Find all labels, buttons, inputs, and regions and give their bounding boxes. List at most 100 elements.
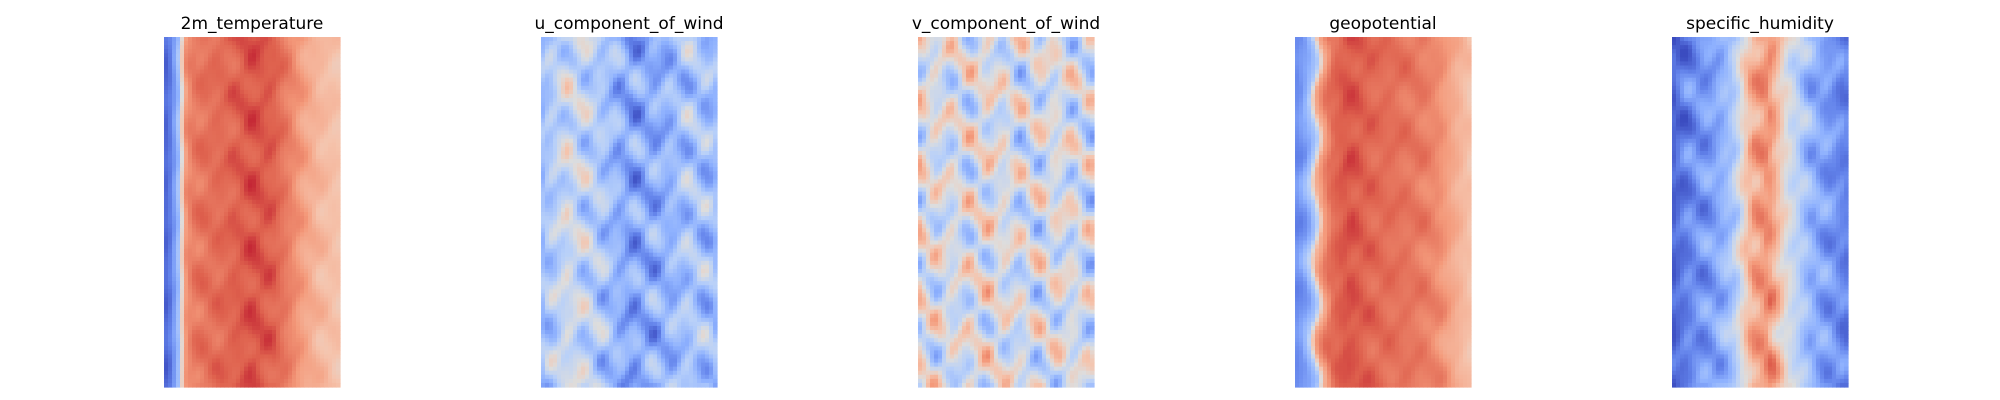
heatmap-cell [272, 171, 277, 176]
heatmap-cell [272, 252, 277, 258]
heatmap-cell [244, 203, 249, 209]
heatmap-cell [188, 175, 193, 181]
heatmap-cell [653, 37, 658, 42]
heatmap-cell [260, 273, 265, 278]
heatmap-cell [284, 85, 289, 91]
heatmap-cell [228, 362, 233, 368]
heatmap-cell [196, 207, 201, 213]
heatmap-cell [180, 69, 185, 75]
heatmap-cell [328, 277, 333, 282]
heatmap-cell [549, 45, 554, 50]
heatmap-cell [204, 122, 209, 128]
heatmap-cell [184, 69, 189, 75]
heatmap-cell [328, 374, 333, 380]
heatmap-cell [268, 57, 273, 63]
heatmap-cell [693, 41, 698, 46]
heatmap-cell [220, 89, 225, 95]
heatmap-cell [569, 130, 574, 136]
heatmap-cell [216, 49, 221, 54]
heatmap-cell [601, 93, 606, 99]
heatmap-cell [324, 110, 329, 115]
heatmap-cell [248, 289, 253, 294]
heatmap-cell [288, 130, 293, 136]
heatmap-cell [240, 159, 245, 164]
heatmap-cell [593, 106, 598, 111]
heatmap-cell [621, 61, 626, 67]
heatmap-cell [256, 102, 261, 107]
heatmap-cell [224, 252, 229, 258]
heatmap-cell [585, 110, 590, 115]
heatmap-cell [232, 281, 237, 286]
heatmap-cell [713, 49, 718, 54]
heatmap-cell [681, 69, 686, 75]
heatmap-cell [288, 49, 293, 54]
heatmap-cell [272, 236, 277, 242]
heatmap-cell [324, 45, 329, 50]
heatmap-cell [252, 212, 257, 217]
heatmap-cell [593, 126, 598, 132]
heatmap-cell [240, 171, 245, 176]
heatmap-cell [208, 53, 213, 58]
heatmap-cell [248, 187, 253, 193]
heatmap-cell [561, 126, 566, 132]
heatmap-cell [228, 142, 233, 148]
heatmap-cell [248, 317, 253, 323]
heatmap-cell [308, 248, 313, 254]
heatmap-cell [573, 134, 578, 140]
heatmap-cell [585, 65, 590, 71]
heatmap-cell [196, 159, 201, 164]
heatmap-cell [641, 106, 646, 111]
heatmap-cell [661, 102, 666, 107]
heatmap-cell [180, 273, 185, 278]
heatmap-cell [224, 334, 229, 339]
heatmap-cell [645, 65, 650, 71]
heatmap-cell [300, 216, 305, 221]
heatmap-cell [264, 342, 269, 347]
heatmap-cell [589, 49, 594, 54]
heatmap-cell [324, 273, 329, 278]
heatmap-cell [188, 114, 193, 119]
heatmap-cell [328, 73, 333, 79]
heatmap-cell [244, 106, 249, 111]
heatmap-cell [204, 45, 209, 50]
heatmap-cell [288, 301, 293, 307]
heatmap-cell [669, 142, 674, 148]
heatmap-cell [280, 199, 285, 205]
heatmap-cell [168, 240, 173, 246]
heatmap-cell [577, 126, 582, 132]
heatmap-cell [336, 155, 341, 160]
heatmap-cell [180, 305, 185, 311]
heatmap-cell [565, 102, 570, 107]
heatmap-cell [296, 366, 301, 372]
heatmap-cell [196, 313, 201, 319]
heatmap-cell [549, 130, 554, 136]
heatmap-cell [208, 203, 213, 209]
heatmap-cell [200, 142, 205, 148]
heatmap-cell [232, 321, 237, 327]
heatmap-cell [272, 212, 277, 217]
heatmap-cell [272, 358, 277, 364]
heatmap-cell [681, 85, 686, 91]
heatmap-cell [280, 232, 285, 238]
heatmap-cell [168, 171, 173, 176]
heatmap-cell [236, 114, 241, 119]
heatmap-cell [184, 330, 189, 335]
heatmap-cell [657, 53, 662, 58]
heatmap-cell [184, 374, 189, 380]
heatmap-cell [332, 236, 337, 242]
heatmap-cell [332, 325, 337, 331]
heatmap-cell [336, 366, 341, 372]
heatmap-cell [172, 171, 177, 176]
heatmap-cell [236, 122, 241, 128]
heatmap-cell [216, 207, 221, 213]
heatmap-cell [673, 118, 678, 124]
heatmap-cell [236, 334, 241, 339]
heatmap-cell [605, 69, 610, 75]
heatmap-cell [252, 277, 257, 282]
heatmap-cell [609, 118, 614, 124]
heatmap-cell [276, 183, 281, 189]
heatmap-cell [204, 248, 209, 254]
heatmap-cell [168, 346, 173, 351]
heatmap-cell [649, 53, 654, 58]
heatmap-cell [685, 118, 690, 124]
